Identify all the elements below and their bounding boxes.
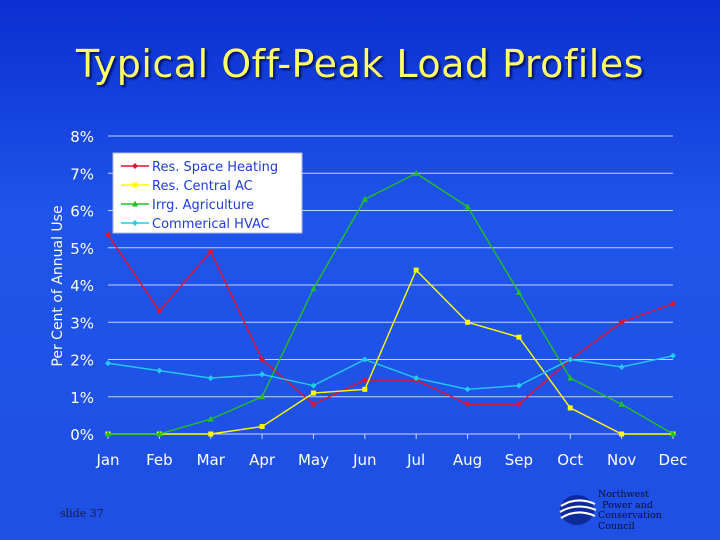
data-point [310, 285, 317, 292]
data-point [465, 319, 471, 325]
y-tick-label: 2% [70, 352, 94, 370]
series-line [108, 268, 673, 435]
y-tick-label: 1% [70, 389, 94, 407]
data-point [105, 430, 111, 437]
data-point [156, 430, 163, 437]
data-point [207, 248, 214, 255]
data-point [567, 374, 574, 381]
x-tick-label: Jul [406, 451, 425, 469]
data-point [362, 386, 368, 392]
data-point [310, 390, 316, 396]
y-tick-label: 0% [70, 426, 94, 444]
x-tick-label: Sep [505, 451, 533, 469]
series-line [107, 234, 674, 406]
legend-label: Commerical HVAC [152, 217, 270, 232]
x-tick-label: Oct [557, 451, 583, 469]
x-tick-label: Mar [197, 451, 226, 469]
data-point [515, 382, 522, 389]
data-point [310, 401, 317, 408]
organization-name: Northwest Power and Conservation Council [598, 489, 662, 532]
legend-marker [132, 163, 138, 169]
x-tick-label: Feb [146, 451, 173, 469]
org-line: Council [598, 520, 635, 532]
data-point [618, 400, 625, 407]
data-point [259, 371, 266, 378]
x-tick-label: May [298, 451, 329, 469]
x-tick-label: Jan [95, 451, 119, 469]
data-point [207, 375, 214, 382]
data-point [310, 382, 317, 389]
data-point [619, 431, 625, 437]
data-point [361, 376, 368, 383]
data-point [207, 415, 214, 422]
series-line [108, 172, 674, 435]
data-point [515, 288, 522, 295]
data-point [464, 203, 471, 210]
org-line: Conservation [598, 510, 662, 521]
legend-marker [132, 182, 138, 188]
data-point [413, 375, 420, 382]
data-point [670, 300, 676, 307]
x-tick-label: Nov [607, 451, 636, 469]
data-point [156, 308, 163, 315]
y-tick-label: 6% [70, 203, 94, 221]
data-point [208, 431, 214, 437]
data-point [105, 360, 111, 367]
council-logo-icon [559, 495, 597, 525]
legend-marker [132, 220, 138, 226]
data-point [105, 231, 111, 238]
data-point [413, 169, 420, 176]
y-tick-label: 8% [70, 128, 94, 146]
y-tick-label: 5% [70, 240, 94, 258]
y-axis-title: Per Cent of Annual Use [50, 205, 66, 366]
data-point [259, 393, 266, 400]
data-point [618, 363, 625, 370]
data-point [464, 401, 471, 408]
x-tick-label: Jun [352, 451, 376, 469]
legend-label: Res. Space Heating [152, 160, 278, 175]
data-point [618, 319, 625, 326]
legend-marker [132, 200, 138, 207]
slide-title: Typical Off-Peak Load Profiles [75, 42, 645, 86]
slide-number: slide 37 [60, 507, 104, 520]
data-point [413, 267, 419, 273]
y-tick-label: 4% [70, 277, 94, 295]
legend-label: Irrg. Agriculture [152, 198, 254, 213]
y-tick-label: 7% [70, 165, 94, 183]
data-point [670, 352, 676, 359]
legend-label: Res. Central AC [152, 179, 253, 194]
x-tick-label: Aug [453, 451, 482, 469]
x-tick-label: Apr [249, 451, 276, 469]
series-line [107, 355, 674, 391]
y-tick-label: 3% [70, 314, 94, 332]
data-point [515, 401, 522, 408]
org-line: Northwest [598, 489, 649, 500]
data-point [464, 386, 471, 393]
data-point [361, 356, 368, 363]
data-point [361, 195, 368, 202]
data-point [259, 424, 265, 430]
data-point [516, 334, 522, 340]
data-point [156, 367, 163, 374]
data-point [567, 405, 573, 411]
data-point [670, 430, 676, 437]
data-point [259, 356, 266, 363]
chart-legend: Res. Space Heating Res. Central AC Irrg. A… [112, 152, 303, 234]
org-line: Power and [602, 499, 653, 511]
x-tick-label: Dec [658, 451, 687, 469]
data-point [567, 356, 574, 363]
